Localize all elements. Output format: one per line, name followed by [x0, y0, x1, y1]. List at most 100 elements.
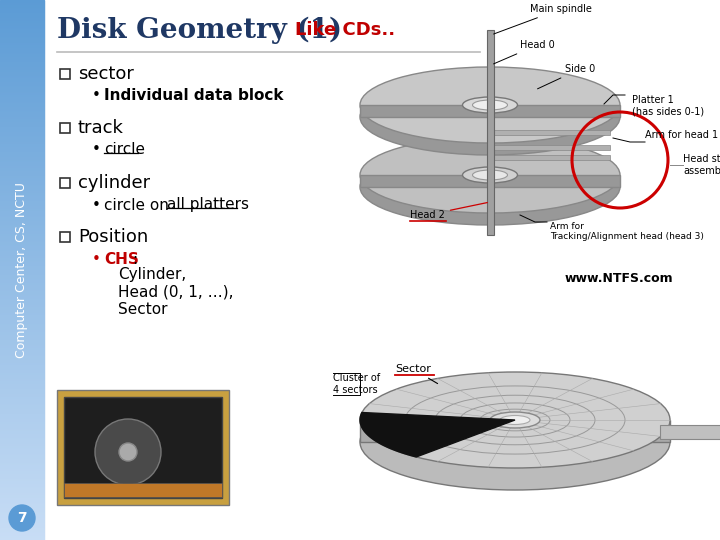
- Bar: [0, 416, 44, 417]
- Ellipse shape: [490, 412, 540, 428]
- Bar: [0, 150, 44, 151]
- Bar: [0, 187, 44, 188]
- Bar: [0, 407, 44, 408]
- Bar: [0, 472, 44, 473]
- Bar: [0, 278, 44, 279]
- Bar: [0, 264, 44, 265]
- Bar: [0, 167, 44, 168]
- Bar: [0, 404, 44, 405]
- Bar: [0, 400, 44, 401]
- Bar: [0, 344, 44, 345]
- Ellipse shape: [472, 170, 508, 180]
- Bar: [0, 188, 44, 189]
- Bar: [0, 523, 44, 524]
- Bar: [0, 181, 44, 182]
- Bar: [0, 78, 44, 79]
- Bar: [0, 507, 44, 508]
- Bar: [0, 165, 44, 166]
- Bar: [0, 422, 44, 423]
- Bar: [0, 88, 44, 89]
- Text: Like CDs..: Like CDs..: [295, 21, 395, 39]
- Bar: [0, 521, 44, 522]
- Bar: [0, 250, 44, 251]
- Bar: [0, 425, 44, 426]
- Bar: [0, 254, 44, 255]
- Bar: [0, 43, 44, 44]
- Bar: [0, 172, 44, 173]
- Bar: [0, 485, 44, 486]
- Bar: [0, 520, 44, 521]
- Bar: [0, 134, 44, 135]
- Bar: [0, 491, 44, 492]
- Bar: [0, 304, 44, 305]
- Text: •: •: [92, 89, 101, 104]
- Bar: [0, 345, 44, 346]
- Bar: [0, 285, 44, 286]
- Bar: [0, 211, 44, 212]
- Bar: [0, 0, 44, 1]
- Ellipse shape: [360, 137, 620, 213]
- Bar: [0, 293, 44, 294]
- Bar: [0, 265, 44, 266]
- Bar: [0, 492, 44, 493]
- Bar: [0, 239, 44, 240]
- Bar: [0, 466, 44, 467]
- Bar: [0, 36, 44, 37]
- Bar: [0, 437, 44, 438]
- Bar: [0, 20, 44, 21]
- Bar: [0, 530, 44, 531]
- Bar: [0, 224, 44, 225]
- Bar: [0, 459, 44, 460]
- Bar: [0, 333, 44, 334]
- Bar: [0, 130, 44, 131]
- Bar: [0, 252, 44, 253]
- Bar: [0, 401, 44, 402]
- Bar: [0, 406, 44, 407]
- Bar: [0, 408, 44, 409]
- Bar: [0, 10, 44, 11]
- Bar: [0, 74, 44, 75]
- Bar: [0, 310, 44, 311]
- Bar: [488, 144, 494, 151]
- Bar: [0, 185, 44, 186]
- Bar: [0, 62, 44, 63]
- Bar: [0, 166, 44, 167]
- Bar: [0, 449, 44, 450]
- Bar: [0, 159, 44, 160]
- Bar: [0, 35, 44, 36]
- Bar: [0, 104, 44, 105]
- Bar: [0, 452, 44, 453]
- Bar: [0, 458, 44, 459]
- Bar: [0, 379, 44, 380]
- Bar: [0, 53, 44, 54]
- Bar: [0, 122, 44, 123]
- Bar: [0, 82, 44, 83]
- Bar: [0, 144, 44, 145]
- Bar: [0, 348, 44, 349]
- Bar: [0, 8, 44, 9]
- Bar: [0, 124, 44, 125]
- Bar: [0, 199, 44, 200]
- Bar: [0, 87, 44, 88]
- Text: all platters: all platters: [167, 198, 249, 213]
- Bar: [0, 157, 44, 158]
- Bar: [0, 363, 44, 364]
- Bar: [0, 269, 44, 270]
- Bar: [0, 453, 44, 454]
- Bar: [0, 526, 44, 527]
- Bar: [0, 497, 44, 498]
- Bar: [0, 63, 44, 64]
- Bar: [0, 186, 44, 187]
- Bar: [0, 194, 44, 195]
- Bar: [0, 119, 44, 120]
- Bar: [0, 218, 44, 219]
- Bar: [0, 538, 44, 539]
- Bar: [0, 323, 44, 324]
- Ellipse shape: [472, 100, 508, 110]
- Bar: [0, 487, 44, 488]
- Bar: [0, 163, 44, 164]
- Bar: [0, 390, 44, 391]
- Bar: [0, 126, 44, 127]
- Bar: [0, 319, 44, 320]
- Text: Individual data block: Individual data block: [104, 89, 284, 104]
